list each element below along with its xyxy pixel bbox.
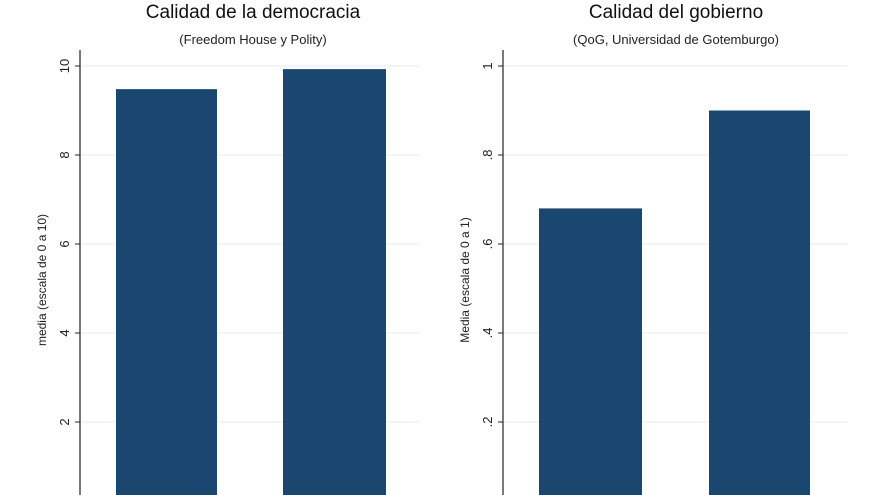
y-tick-label: .6 (480, 239, 495, 250)
y-tick-label: 8 (57, 151, 72, 158)
y-tick-label: 4 (57, 329, 72, 336)
bar-2 (709, 110, 810, 495)
chart-subtitle: (QoG, Universidad de Gotemburgo) (573, 32, 779, 47)
bar-1 (539, 208, 642, 495)
y-tick-label: 2 (57, 418, 72, 425)
y-tick-label: .8 (480, 150, 495, 161)
y-tick-label: 10 (57, 59, 72, 73)
y-tick-label: 6 (57, 240, 72, 247)
y-tick-label: 1 (480, 62, 495, 69)
bar-2 (283, 69, 386, 495)
y-tick-label: .2 (480, 417, 495, 428)
chart-title: Calidad de la democracia (146, 2, 361, 23)
y-axis-label: media (escala de 0 a 10) (35, 214, 49, 346)
y-tick-label: .4 (480, 328, 495, 339)
y-axis-label: Media (escala de 0 a 1) (458, 217, 472, 342)
chart-subtitle: (Freedom House y Polity) (179, 32, 326, 47)
bar-1 (116, 89, 217, 495)
chart-title: Calidad del gobierno (589, 2, 763, 23)
